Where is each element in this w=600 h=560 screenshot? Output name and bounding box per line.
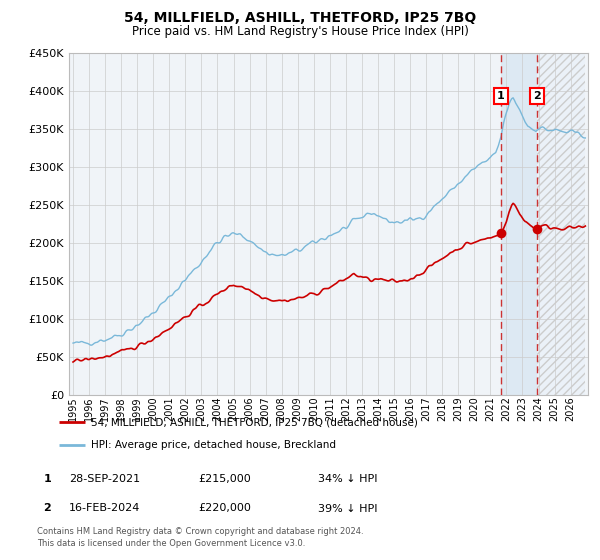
Text: 2: 2: [43, 503, 51, 514]
Text: 54, MILLFIELD, ASHILL, THETFORD, IP25 7BQ: 54, MILLFIELD, ASHILL, THETFORD, IP25 7B…: [124, 11, 476, 25]
Text: 1: 1: [43, 474, 51, 484]
Text: 1: 1: [497, 91, 505, 101]
Text: 39% ↓ HPI: 39% ↓ HPI: [318, 503, 377, 514]
Text: 54, MILLFIELD, ASHILL, THETFORD, IP25 7BQ (detached house): 54, MILLFIELD, ASHILL, THETFORD, IP25 7B…: [91, 417, 418, 427]
Text: 16-FEB-2024: 16-FEB-2024: [69, 503, 140, 514]
Text: This data is licensed under the Open Government Licence v3.0.: This data is licensed under the Open Gov…: [37, 539, 305, 548]
Text: £215,000: £215,000: [198, 474, 251, 484]
Text: £220,000: £220,000: [198, 503, 251, 514]
Text: 2: 2: [533, 91, 541, 101]
Bar: [537, 53, 586, 395]
Text: 28-SEP-2021: 28-SEP-2021: [69, 474, 140, 484]
Text: Contains HM Land Registry data © Crown copyright and database right 2024.: Contains HM Land Registry data © Crown c…: [37, 528, 364, 536]
Text: 34% ↓ HPI: 34% ↓ HPI: [318, 474, 377, 484]
Bar: [537, 53, 586, 395]
Text: HPI: Average price, detached house, Breckland: HPI: Average price, detached house, Brec…: [91, 440, 336, 450]
Bar: [501, 53, 537, 395]
Text: Price paid vs. HM Land Registry's House Price Index (HPI): Price paid vs. HM Land Registry's House …: [131, 25, 469, 38]
